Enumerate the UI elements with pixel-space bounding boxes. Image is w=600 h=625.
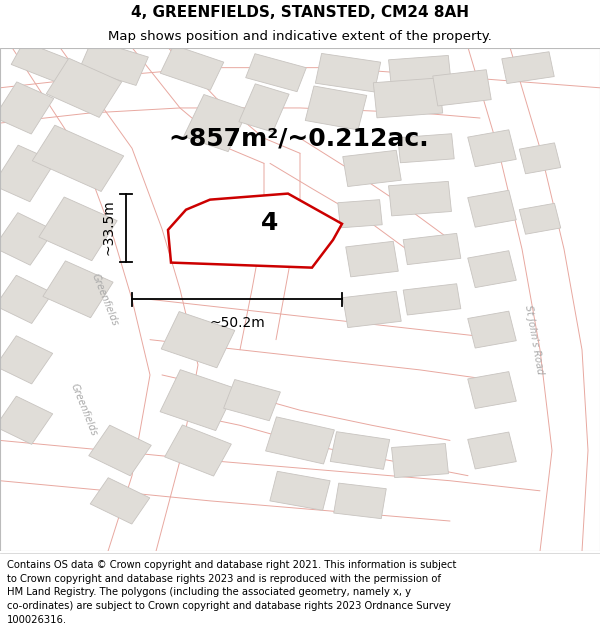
Polygon shape [403,284,461,315]
Polygon shape [343,150,401,186]
Polygon shape [305,86,367,130]
Polygon shape [80,40,148,86]
Text: 4: 4 [260,211,278,235]
Text: Contains OS data © Crown copyright and database right 2021. This information is : Contains OS data © Crown copyright and d… [7,560,457,570]
Polygon shape [11,42,73,84]
Polygon shape [239,84,289,132]
Polygon shape [0,213,54,265]
Polygon shape [160,369,236,431]
Polygon shape [164,425,232,476]
Text: Map shows position and indicative extent of the property.: Map shows position and indicative extent… [108,29,492,42]
Text: St John's Road: St John's Road [523,304,545,375]
Polygon shape [373,78,443,118]
Text: to Crown copyright and database rights 2023 and is reproduced with the permissio: to Crown copyright and database rights 2… [7,574,441,584]
Text: 4, GREENFIELDS, STANSTED, CM24 8AH: 4, GREENFIELDS, STANSTED, CM24 8AH [131,5,469,20]
Polygon shape [161,311,235,368]
Text: Greenfields: Greenfields [69,382,99,438]
Polygon shape [519,203,561,234]
Polygon shape [270,471,330,510]
Polygon shape [316,53,380,92]
Polygon shape [468,130,516,167]
Polygon shape [224,379,280,421]
Polygon shape [468,372,516,409]
Polygon shape [392,444,448,478]
Polygon shape [46,58,122,118]
Polygon shape [0,336,53,384]
Text: HM Land Registry. The polygons (including the associated geometry, namely x, y: HM Land Registry. The polygons (includin… [7,588,411,598]
Text: ~857m²/~0.212ac.: ~857m²/~0.212ac. [168,126,428,150]
Polygon shape [338,199,382,228]
Polygon shape [168,194,342,268]
Polygon shape [468,432,516,469]
Polygon shape [245,54,307,92]
Polygon shape [39,197,117,261]
Polygon shape [334,483,386,519]
Polygon shape [160,45,224,90]
Polygon shape [0,275,53,324]
Polygon shape [32,125,124,191]
Text: ~33.5m: ~33.5m [101,200,115,256]
Text: ~50.2m: ~50.2m [209,316,265,330]
Polygon shape [502,52,554,84]
Polygon shape [184,94,248,152]
Text: Greenfields: Greenfields [90,272,120,327]
Polygon shape [468,190,516,227]
Polygon shape [433,69,491,106]
Polygon shape [0,82,54,134]
Polygon shape [389,181,451,216]
Polygon shape [266,417,334,464]
Polygon shape [0,396,53,444]
Text: 100026316.: 100026316. [7,614,67,624]
Polygon shape [330,432,390,469]
Polygon shape [89,425,151,476]
Polygon shape [468,251,516,288]
Polygon shape [519,143,561,174]
Polygon shape [468,311,516,348]
Polygon shape [398,134,454,162]
Polygon shape [90,478,150,524]
Polygon shape [43,261,113,318]
Polygon shape [343,291,401,328]
Polygon shape [403,233,461,264]
Text: co-ordinates) are subject to Crown copyright and database rights 2023 Ordnance S: co-ordinates) are subject to Crown copyr… [7,601,451,611]
Polygon shape [346,241,398,277]
Polygon shape [389,56,451,90]
Polygon shape [0,145,55,202]
